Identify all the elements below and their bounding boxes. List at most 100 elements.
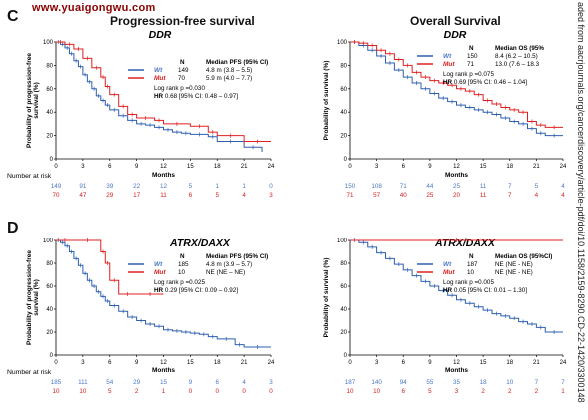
at-risk-count: 108: [371, 183, 382, 190]
y-axis-label: Probability of survival (%): [323, 258, 330, 338]
y-tick-label: 60: [340, 284, 347, 290]
legend-stat: HR 0.29 [95% CI: 0.09 – 0.92]: [154, 287, 238, 294]
at-risk-count: 149: [51, 183, 62, 190]
at-risk-count: 12: [160, 183, 168, 190]
x-axis-label: Months: [152, 172, 175, 179]
legend-n-value: 71: [467, 61, 475, 68]
legend-header-n: N: [469, 253, 474, 260]
column-title-pfs: Progression-free survival: [110, 14, 255, 28]
at-risk-count: 5: [428, 388, 432, 395]
legend-header-n: N: [180, 59, 185, 66]
x-tick-label: 21: [241, 360, 248, 366]
x-tick-label: 18: [214, 164, 221, 170]
at-risk-count: 6: [401, 388, 405, 395]
x-tick-label: 3: [375, 164, 379, 170]
legend-stat: HR 0.05 [95% CI: 0.01 – 1.30]: [443, 287, 527, 294]
at-risk-count: 7: [508, 183, 512, 190]
x-tick-label: 6: [108, 360, 112, 366]
at-risk-count: 6: [215, 379, 219, 386]
x-tick-label: 12: [453, 164, 460, 170]
legend-series-name: Wt: [154, 261, 163, 268]
x-tick-label: 9: [135, 164, 139, 170]
at-risk-count: 0: [189, 388, 193, 395]
watermark: www.yuaigongwu.com: [32, 2, 156, 14]
at-risk-count: 1: [162, 388, 166, 395]
at-risk-count: 22: [133, 183, 141, 190]
at-risk-count: 4: [561, 183, 565, 190]
legend-series-name: Wt: [443, 53, 452, 60]
x-tick-label: 24: [560, 164, 567, 170]
x-tick-label: 0: [54, 360, 58, 366]
y-tick-label: 100: [43, 40, 54, 46]
at-risk-count: 35: [453, 379, 461, 386]
at-risk-count: 54: [106, 379, 114, 386]
plot-title: DDR: [149, 30, 172, 41]
y-axis-label: Probability of progression-freesurvival …: [26, 250, 40, 345]
at-risk-count: 4: [561, 192, 565, 199]
x-tick-label: 15: [480, 164, 487, 170]
at-risk-count: 10: [346, 388, 354, 395]
at-risk-count: 0: [242, 388, 246, 395]
y-tick-label: 60: [46, 87, 53, 93]
y-tick-label: 0: [344, 157, 348, 163]
legend-series-name: Mut: [443, 269, 455, 276]
at-risk-count: 2: [508, 388, 512, 395]
legend-series-name: Wt: [154, 67, 163, 74]
x-tick-label: 21: [533, 164, 540, 170]
x-axis-label: Months: [445, 367, 468, 374]
at-risk-count: 39: [106, 183, 114, 190]
legend-stat: HR 0.69 [95% CI: 0.46 – 1.04]: [443, 79, 527, 86]
legend-n-value: 185: [178, 261, 189, 268]
legend-header-median: Median PFS (95% CI): [206, 59, 268, 66]
number-at-risk-label: Number at risk: [7, 173, 52, 180]
legend-n-value: 150: [467, 53, 478, 60]
legend-n-value: 149: [178, 67, 189, 74]
legend-median-value: NE (NE - NE): [495, 261, 533, 268]
x-tick-label: 21: [241, 164, 248, 170]
at-risk-count: 7: [508, 192, 512, 199]
at-risk-count: 10: [506, 379, 514, 386]
x-tick-label: 24: [268, 360, 275, 366]
at-risk-count: 9: [189, 379, 193, 386]
y-tick-label: 80: [46, 63, 53, 69]
legend-n-value: 187: [467, 261, 478, 268]
x-tick-label: 15: [187, 164, 194, 170]
legend: N Median OS (95%CI) Wt 187 NE (NE - NE) Mut 10…: [417, 253, 552, 294]
legend-median-value: 13.0 (7.6 – 18.3: [495, 61, 540, 68]
legend-stat: Log rank p =0.005: [443, 279, 494, 286]
at-risk-count: 150: [345, 183, 356, 190]
at-risk-count: 11: [160, 192, 167, 199]
at-risk-count: 5: [535, 183, 539, 190]
at-risk-count: 10: [52, 388, 60, 395]
x-tick-label: 24: [268, 164, 275, 170]
chart-pfs-ddr: 0 20 40 60 80 100 0 3 6 9 12 15 18 21 24 Months Probabil…: [0, 29, 295, 220]
y-tick-label: 20: [340, 330, 347, 336]
x-tick-label: 18: [214, 360, 221, 366]
legend-series-name: Mut: [154, 75, 166, 82]
at-risk-count: 20: [453, 192, 461, 199]
legend-header-median: Median OS (95%CI): [495, 253, 552, 260]
at-risk-count: 0: [215, 388, 219, 395]
legend-stat: Log rank p =0.030: [154, 85, 205, 92]
legend-median-value: 4.8 m (3.9 – 5.7): [206, 261, 252, 268]
at-risk-count: 29: [106, 192, 114, 199]
series-line-mut: [56, 239, 164, 295]
chart-os-ddr: 0 20 40 60 80 100 0 3 6 9 12 15 18 21 24 Months Probabil…: [295, 29, 588, 220]
x-tick-label: 3: [375, 360, 379, 366]
legend-n-value: 10: [178, 269, 186, 276]
x-axis-label: Months: [152, 367, 175, 374]
y-tick-label: 20: [46, 134, 53, 140]
at-risk-count: 18: [480, 379, 488, 386]
x-tick-label: 3: [81, 360, 85, 366]
legend-header-n: N: [180, 253, 185, 260]
y-tick-label: 80: [340, 261, 347, 267]
at-risk-count: 140: [371, 379, 382, 386]
at-risk-count: 47: [79, 192, 87, 199]
series-line-wt: [56, 41, 263, 152]
at-risk-count: 94: [400, 379, 408, 386]
at-risk-count: 4: [535, 192, 539, 199]
legend-series-name: Mut: [443, 61, 455, 68]
x-tick-label: 6: [108, 164, 112, 170]
y-tick-label: 40: [340, 110, 347, 116]
